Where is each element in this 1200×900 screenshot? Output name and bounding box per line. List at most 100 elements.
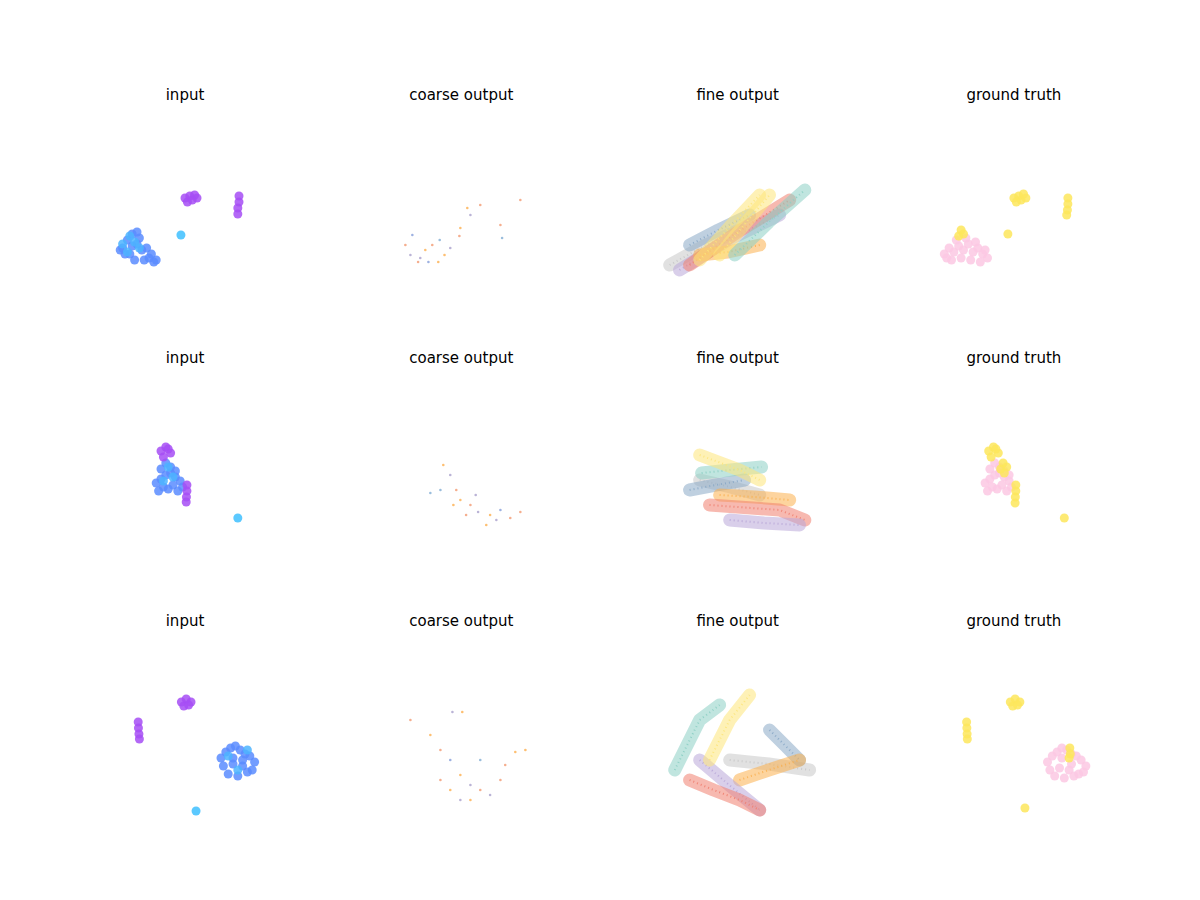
plot-area — [404, 199, 522, 264]
panel: input — [134, 612, 259, 816]
point — [233, 766, 242, 775]
point — [942, 254, 951, 263]
point — [499, 509, 502, 512]
point — [489, 794, 492, 797]
point — [485, 524, 488, 527]
point — [135, 735, 144, 744]
point — [130, 256, 139, 265]
point — [981, 246, 990, 255]
point — [469, 504, 472, 507]
point — [224, 770, 233, 779]
point — [509, 517, 512, 520]
point — [479, 204, 482, 207]
panel-title: coarse output — [409, 86, 513, 104]
point — [411, 234, 414, 237]
panel: fine output — [690, 349, 805, 525]
panel-title: input — [166, 612, 205, 630]
point — [459, 227, 462, 230]
point — [233, 210, 242, 219]
point — [147, 250, 156, 259]
stroke-hatch — [720, 495, 790, 500]
point — [499, 224, 502, 227]
stroke-hatch — [730, 520, 800, 525]
point — [224, 752, 233, 761]
point — [957, 254, 966, 263]
point — [238, 756, 247, 765]
point — [474, 494, 477, 497]
stroke — [690, 480, 745, 490]
stroke-hatch — [740, 760, 800, 780]
point — [438, 239, 441, 242]
point — [164, 445, 173, 454]
point — [439, 489, 442, 492]
point — [409, 254, 412, 257]
point — [459, 499, 462, 502]
stroke-hatch — [690, 780, 760, 810]
point — [519, 199, 522, 202]
point — [1012, 198, 1021, 207]
point — [424, 249, 427, 252]
point — [1055, 764, 1064, 773]
point — [449, 474, 452, 477]
panel: fine output — [675, 612, 810, 810]
point — [519, 511, 522, 514]
panel-title: fine output — [696, 349, 779, 367]
point — [459, 774, 462, 777]
point — [976, 258, 985, 267]
stroke-hatch — [700, 455, 760, 480]
point — [159, 477, 168, 486]
point — [427, 261, 430, 264]
panel: input — [152, 349, 243, 523]
point — [459, 799, 462, 802]
point — [190, 191, 199, 200]
panel: input — [116, 86, 244, 267]
panel: fine output — [670, 86, 805, 270]
point — [164, 463, 173, 472]
point — [439, 779, 442, 782]
point — [183, 198, 192, 207]
point — [1000, 469, 1009, 478]
point — [219, 762, 228, 771]
point — [452, 504, 455, 507]
stroke-hatch — [690, 480, 745, 490]
plot-area — [116, 191, 244, 267]
point — [461, 711, 464, 714]
point — [159, 453, 168, 462]
point — [429, 734, 432, 737]
point — [479, 789, 482, 792]
point — [963, 735, 972, 744]
panel: coarse output — [404, 86, 522, 263]
plot-area — [962, 695, 1090, 813]
panel: coarse output — [409, 349, 521, 526]
plot-area — [981, 443, 1069, 523]
point — [449, 247, 452, 250]
panel-title: ground truth — [967, 612, 1062, 630]
point — [192, 807, 201, 816]
plot-area — [670, 190, 805, 270]
point — [1019, 190, 1028, 199]
point — [1003, 230, 1012, 239]
point — [169, 473, 178, 482]
point — [495, 519, 498, 522]
point — [1062, 211, 1071, 220]
stroke — [720, 495, 790, 500]
point — [987, 453, 996, 462]
panel: ground truth — [962, 612, 1090, 813]
point — [477, 511, 480, 514]
point — [504, 764, 507, 767]
point — [1020, 804, 1029, 813]
point — [429, 492, 432, 495]
stroke — [690, 780, 760, 810]
panel-title: coarse output — [409, 349, 513, 367]
point — [419, 257, 422, 260]
plot-area — [690, 455, 805, 525]
point — [437, 261, 440, 264]
point — [1060, 514, 1069, 523]
point — [1050, 772, 1059, 781]
point — [469, 799, 472, 802]
point — [514, 751, 517, 754]
point — [417, 261, 420, 264]
point — [1060, 774, 1069, 783]
point — [455, 489, 458, 492]
point — [243, 746, 252, 755]
